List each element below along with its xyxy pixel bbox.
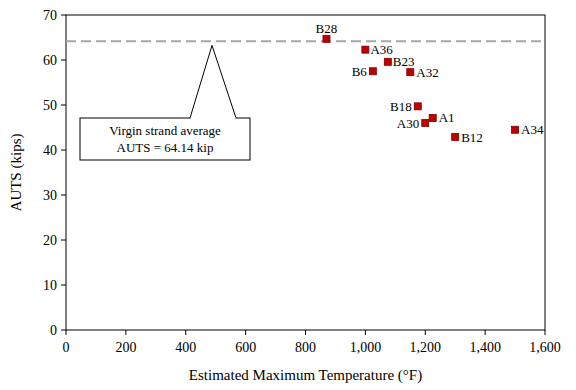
- callout-text: Virgin strand average: [109, 123, 221, 138]
- x-tick: [125, 330, 126, 335]
- plot-frame: [66, 15, 545, 330]
- y-tick: [61, 240, 66, 241]
- x-tick: [245, 330, 246, 335]
- x-tick: [485, 330, 486, 335]
- data-point: [429, 115, 436, 122]
- data-point: [369, 68, 376, 75]
- data-point: [384, 58, 391, 65]
- data-point: [422, 120, 429, 127]
- y-tick: [61, 105, 66, 106]
- y-tick-label: 10: [43, 278, 57, 293]
- data-point: [414, 103, 421, 110]
- point-label: B28: [316, 21, 338, 36]
- point-label: A34: [521, 122, 544, 137]
- y-tick: [61, 330, 66, 331]
- y-tick: [61, 150, 66, 151]
- y-tick-label: 30: [43, 188, 57, 203]
- point-label: A32: [416, 65, 438, 80]
- plot-area: [66, 35, 545, 140]
- point-label: A1: [439, 110, 455, 125]
- x-tick: [66, 330, 67, 335]
- y-tick: [61, 60, 66, 61]
- data-point: [512, 126, 519, 133]
- point-label: B6: [352, 64, 368, 79]
- y-tick-label: 0: [50, 323, 57, 338]
- y-tick: [61, 285, 66, 286]
- callout-pointer: [190, 45, 236, 118]
- chart: 0 10 20 30 40 50 60 70 0 200 400 600 800 1,000 1,200 1,…: [0, 0, 576, 390]
- y-tick-label: 40: [43, 143, 57, 158]
- x-tick-label: 1,200: [410, 340, 442, 355]
- data-point: [323, 35, 330, 42]
- y-tick-label: 70: [43, 8, 57, 23]
- point-label: A30: [397, 116, 419, 131]
- y-tick-label: 20: [43, 233, 57, 248]
- x-tick-label: 1,400: [469, 340, 501, 355]
- point-label: B23: [393, 54, 415, 69]
- x-tick: [545, 330, 546, 335]
- y-axis-label: AUTS (kips): [8, 134, 25, 212]
- x-tick-label: 600: [235, 340, 256, 355]
- x-tick-label: 0: [63, 340, 70, 355]
- callout-text: AUTS = 64.14 kip: [117, 140, 214, 155]
- point-label: B18: [390, 99, 412, 114]
- data-point: [407, 69, 414, 76]
- x-tick-label: 1,600: [529, 340, 561, 355]
- x-tick: [365, 330, 366, 335]
- y-tick-label: 50: [43, 98, 57, 113]
- reference-line: [66, 40, 545, 42]
- x-tick-label: 1,000: [350, 340, 382, 355]
- x-tick: [425, 330, 426, 335]
- x-tick-label: 800: [295, 340, 316, 355]
- x-tick-label: 200: [115, 340, 136, 355]
- y-tick: [61, 195, 66, 196]
- x-tick: [305, 330, 306, 335]
- callout-box: [80, 118, 250, 160]
- x-axis-label: Estimated Maximum Temperature (°F): [189, 367, 422, 384]
- x-tick: [185, 330, 186, 335]
- y-tick-label: 60: [43, 53, 57, 68]
- data-point: [452, 133, 459, 140]
- x-tick-label: 400: [175, 340, 196, 355]
- callout-gap: [191, 117, 236, 119]
- point-label: B12: [461, 130, 483, 145]
- data-point: [362, 46, 369, 53]
- point-label: A36: [370, 42, 393, 57]
- y-tick: [61, 15, 66, 16]
